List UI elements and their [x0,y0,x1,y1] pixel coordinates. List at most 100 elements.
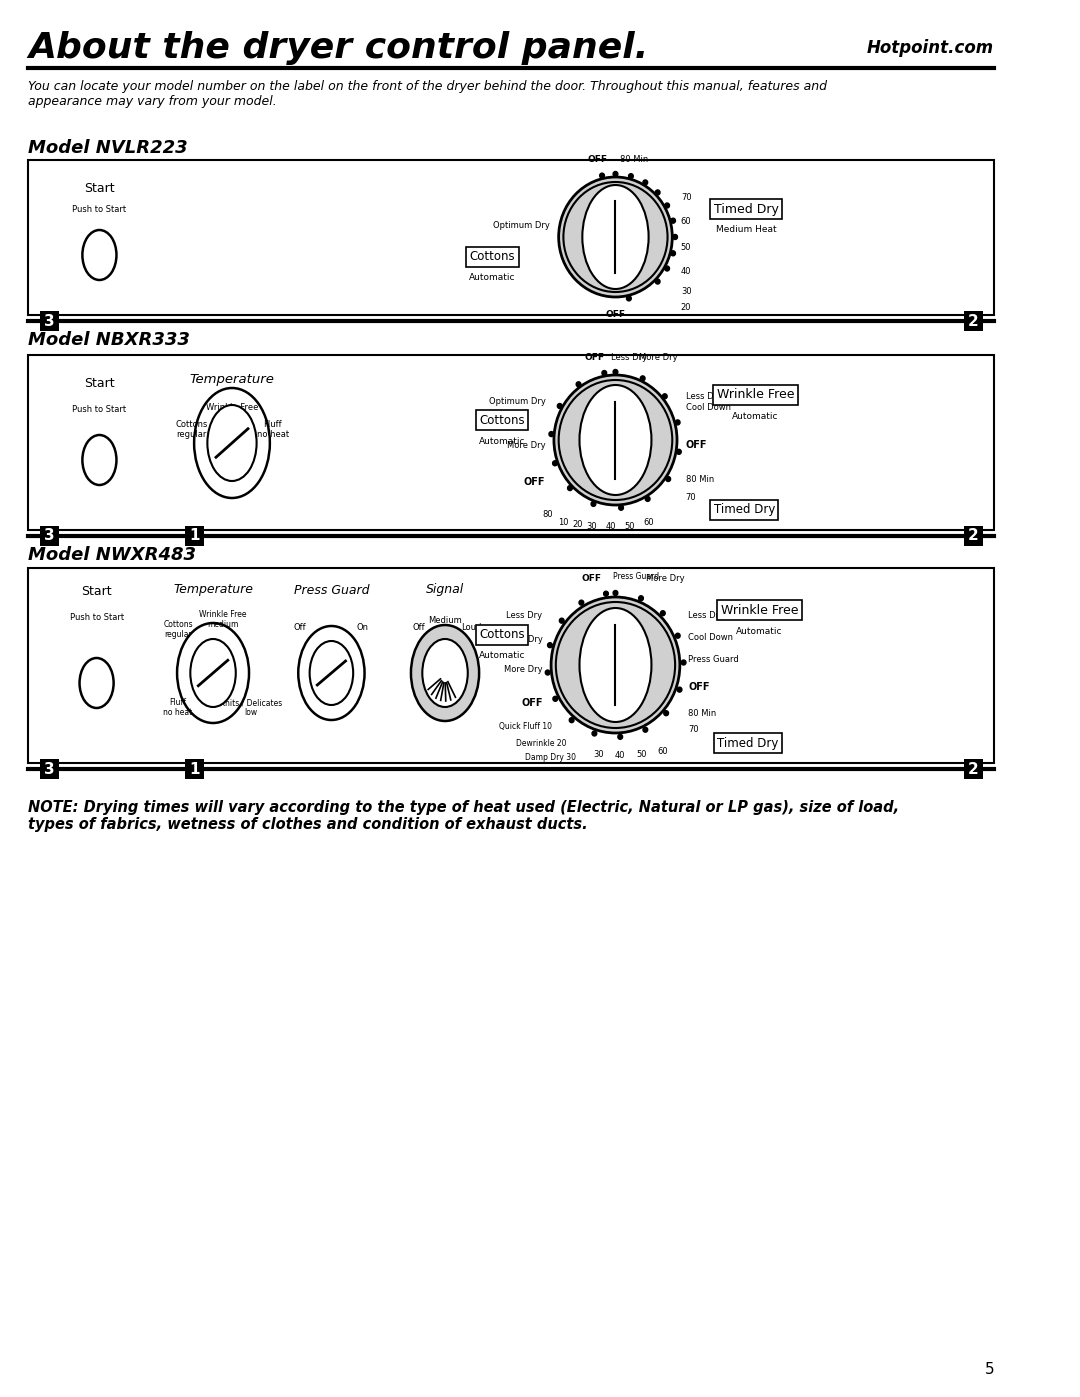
Ellipse shape [580,608,651,722]
Text: Cool Down: Cool Down [688,633,733,641]
Text: Optimum Dry: Optimum Dry [486,636,542,644]
Text: 30: 30 [586,522,597,531]
Text: 60: 60 [644,518,653,527]
Text: 50: 50 [624,522,635,531]
Text: Cottons: Cottons [470,250,515,264]
Circle shape [677,687,681,692]
Text: 1: 1 [189,761,200,777]
Circle shape [576,381,581,387]
Text: Start: Start [81,585,112,598]
Bar [28,355,995,529]
Circle shape [666,476,671,482]
Circle shape [613,172,618,176]
Ellipse shape [82,434,117,485]
Text: 1: 1 [189,528,200,543]
Text: Cottons
regular: Cottons regular [163,620,193,640]
Circle shape [675,420,680,425]
Text: Press Guard: Press Guard [612,571,659,581]
Text: Fluff
no heat: Fluff no heat [163,698,192,718]
Circle shape [613,591,618,595]
Circle shape [629,173,633,179]
Text: Start: Start [84,377,114,390]
Ellipse shape [177,623,249,724]
Text: NOTE: Drying times will vary according to the type of heat used (Electric, Natur: NOTE: Drying times will vary according t… [28,800,900,833]
Text: Damp Dry 30: Damp Dry 30 [525,753,576,761]
Text: Loud: Loud [461,623,482,631]
Text: Automatic: Automatic [478,437,525,446]
Circle shape [673,235,677,239]
FancyBboxPatch shape [964,759,983,780]
Text: Temperature: Temperature [190,373,274,387]
Text: Wrinkle Free
medium: Wrinkle Free medium [199,610,246,630]
Circle shape [602,370,607,376]
Text: Medium: Medium [428,616,462,624]
Text: 60: 60 [658,747,669,756]
Text: 2: 2 [968,313,978,328]
Circle shape [643,180,648,184]
Text: Automatic: Automatic [478,651,525,659]
Text: 40: 40 [680,267,691,277]
Text: More Dry: More Dry [639,353,678,362]
Circle shape [640,376,645,381]
FancyBboxPatch shape [40,527,58,546]
Circle shape [618,735,622,739]
Circle shape [664,711,669,715]
Text: OFF: OFF [524,476,545,488]
Text: Less Dry
Cool Down: Less Dry Cool Down [686,393,730,412]
Ellipse shape [411,624,480,721]
FancyBboxPatch shape [964,527,983,546]
Text: Start: Start [84,182,114,196]
Text: 80: 80 [542,510,553,520]
Circle shape [613,369,618,374]
Circle shape [626,296,631,300]
Text: 60: 60 [680,218,691,226]
Circle shape [665,203,670,208]
Text: Wrinkle Free: Wrinkle Free [720,604,798,616]
Text: Model NBXR333: Model NBXR333 [28,331,190,349]
Text: 20: 20 [680,303,691,312]
Circle shape [656,190,660,196]
Circle shape [671,218,675,224]
Text: Less Dry: Less Dry [688,610,725,619]
Text: Press Guard: Press Guard [688,655,739,665]
Text: OFF: OFF [688,682,710,692]
Circle shape [676,450,681,454]
Bar [28,569,995,763]
Circle shape [564,182,667,292]
Circle shape [604,591,608,597]
Text: 2: 2 [968,761,978,777]
Text: About the dryer control panel.: About the dryer control panel. [28,31,649,66]
Text: 80 Min: 80 Min [686,475,714,485]
Ellipse shape [582,184,649,289]
Circle shape [592,731,597,736]
Text: Signal: Signal [426,584,464,597]
Text: Automatic: Automatic [732,412,779,420]
Circle shape [558,177,672,298]
Text: Wrinkle Free: Wrinkle Free [717,388,795,401]
Circle shape [556,602,675,728]
Text: Cottons: Cottons [480,414,525,426]
Text: 10: 10 [558,518,569,527]
Text: Cottons: Cottons [480,629,525,641]
Text: Less Dry: Less Dry [507,610,542,619]
Text: OFF: OFF [606,310,625,319]
Text: On: On [356,623,368,631]
Circle shape [681,659,686,665]
Text: 5: 5 [985,1362,995,1377]
Circle shape [568,486,572,490]
Text: Push to Start: Push to Start [72,405,126,414]
Text: 50: 50 [637,750,647,759]
Text: Push to Start: Push to Start [69,613,123,622]
Circle shape [549,432,554,437]
Ellipse shape [190,638,235,707]
Circle shape [619,506,623,510]
Text: Wrinkle Free
medium: Wrinkle Free medium [206,402,258,422]
FancyBboxPatch shape [185,527,203,546]
Text: Off: Off [413,623,424,631]
Text: 2: 2 [968,528,978,543]
Circle shape [548,643,552,648]
Circle shape [665,265,670,271]
Text: You can locate your model number on the label on the front of the dryer behind t: You can locate your model number on the … [28,80,827,108]
Ellipse shape [310,641,353,705]
Text: Automatic: Automatic [737,627,783,636]
